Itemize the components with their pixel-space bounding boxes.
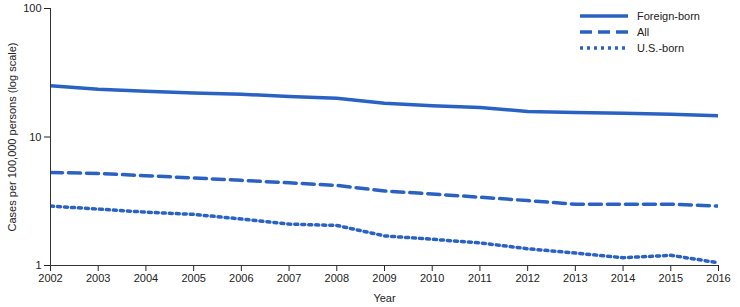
- svg-text:2012: 2012: [515, 272, 539, 284]
- html-text:Foreign-born: Foreign-born: [637, 10, 700, 22]
- svg-text:2011: 2011: [468, 272, 492, 284]
- svg-text:Year: Year: [373, 292, 396, 304]
- svg-text:1: 1: [35, 259, 41, 271]
- svg-text:10: 10: [29, 131, 41, 143]
- svg-text:2003: 2003: [86, 272, 110, 284]
- svg-text:2014: 2014: [611, 272, 635, 284]
- svg-text:2007: 2007: [277, 272, 301, 284]
- svg-text:2015: 2015: [659, 272, 683, 284]
- svg-text:2005: 2005: [181, 272, 205, 284]
- svg-text:2010: 2010: [420, 272, 444, 284]
- svg-text:Cases per 100,000 persons (log: Cases per 100,000 persons (log scale): [6, 43, 18, 232]
- html-text:U.S.-born: U.S.-born: [637, 42, 685, 54]
- svg-text:2009: 2009: [372, 272, 396, 284]
- svg-text:2016: 2016: [706, 272, 730, 284]
- svg-text:2006: 2006: [229, 272, 253, 284]
- svg-text:100: 100: [23, 2, 41, 14]
- html-text:All: All: [637, 26, 650, 38]
- svg-text:2002: 2002: [38, 272, 62, 284]
- svg-text:2008: 2008: [325, 272, 349, 284]
- svg-text:2004: 2004: [134, 272, 158, 284]
- svg-text:2013: 2013: [563, 272, 587, 284]
